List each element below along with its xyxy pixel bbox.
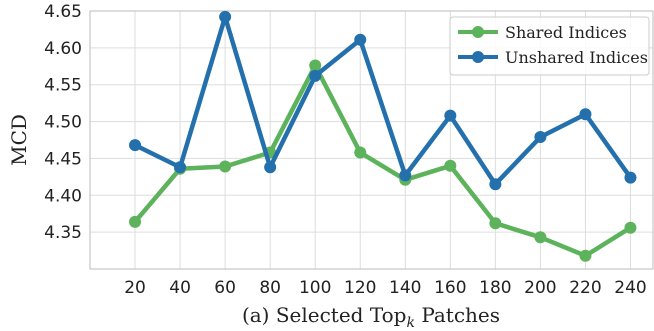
series-layer [129,10,637,262]
x-tick-label: 140 [389,278,421,298]
x-tick-label: 180 [479,278,511,298]
x-axis-ticks: 20 40 60 80 100 120 140 160 180 200 220 240 [124,278,646,298]
legend-box [449,16,650,76]
x-axis-label-subscript: k [406,315,414,331]
data-point-unshared [129,139,142,152]
data-point-unshared [399,169,412,182]
x-axis-label-prefix: (a) Selected Top [242,303,407,327]
x-tick-label: 40 [169,278,191,298]
series-unshared [129,10,637,191]
x-tick-label: 100 [299,278,331,298]
data-point-shared [444,159,457,172]
y-tick-label: 4.60 [44,39,82,59]
x-tick-label: 60 [214,278,236,298]
data-point-unshared [174,161,187,174]
x-tick-label: 200 [524,278,556,298]
data-point-shared [354,146,367,159]
y-tick-label: 4.40 [44,186,82,206]
data-point-shared [489,217,502,230]
y-tick-label: 4.35 [44,223,82,243]
legend-marker-unshared [472,51,484,63]
data-point-unshared [354,33,367,46]
legend: Shared Indices Unshared Indices [449,16,650,76]
data-point-shared [129,215,142,228]
series-line-shared [132,63,633,258]
x-tick-label: 20 [124,278,146,298]
legend-marker-shared [472,26,484,38]
x-tick-label: 160 [434,278,466,298]
x-tick-label: 120 [344,278,376,298]
x-tick-label: 80 [259,278,281,298]
series-line-unshared [132,14,633,187]
y-tick-label: 4.50 [44,113,82,133]
data-point-shared [624,221,637,234]
x-axis-label: (a) Selected Topk Patches [242,303,500,331]
y-axis-ticks: 4.35 4.40 4.45 4.50 4.55 4.60 4.65 [44,2,82,243]
data-point-unshared [624,171,637,184]
plot-frame [89,10,654,270]
data-point-shared [219,160,232,173]
y-tick-label: 4.55 [44,76,82,96]
data-point-shared [579,249,592,262]
x-axis-label-suffix: Patches [415,303,500,327]
legend-label-shared: Shared Indices [505,23,627,42]
data-point-shared [309,59,322,72]
data-point-unshared [534,131,547,144]
x-tick-label: 220 [569,278,601,298]
legend-label-unshared: Unshared Indices [505,48,648,67]
data-point-unshared [309,69,322,82]
data-point-unshared [219,10,232,23]
data-point-unshared [444,109,457,122]
y-tick-label: 4.45 [44,149,82,169]
y-axis-label: MCD [7,114,31,166]
data-point-unshared [489,178,502,191]
data-point-unshared [264,161,277,174]
y-tick-label: 4.65 [44,2,82,22]
x-tick-label: 240 [614,278,646,298]
data-point-unshared [579,108,592,121]
data-point-shared [534,231,547,244]
